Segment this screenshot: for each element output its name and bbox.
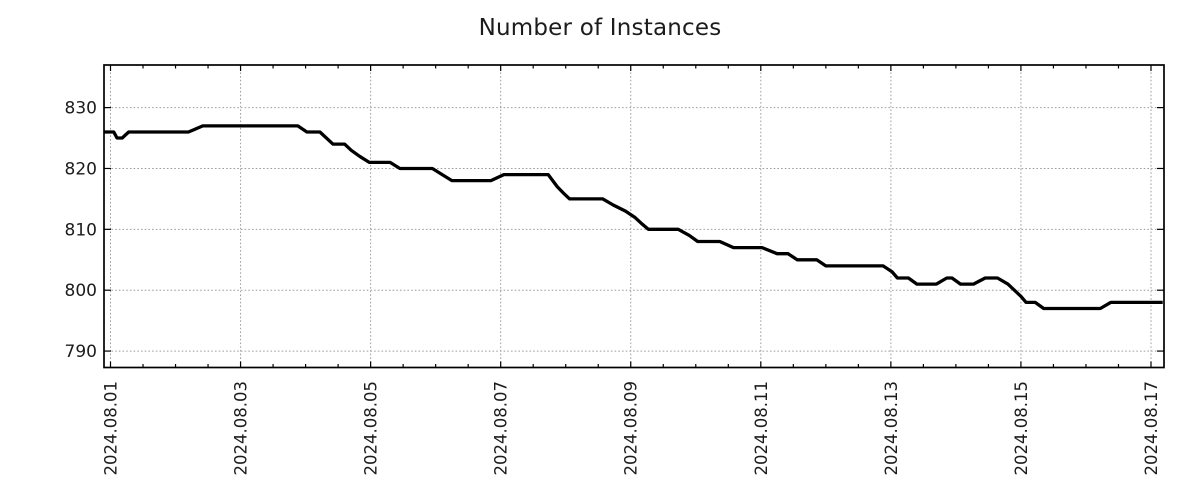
x-tick-label: 2024.08.07 [492, 381, 511, 475]
y-tick-label: 830 [65, 99, 97, 119]
x-tick-label: 2024.08.09 [622, 381, 641, 475]
chart-title: Number of Instances [478, 15, 722, 41]
x-tick-label: 2024.08.13 [882, 381, 901, 475]
x-tick-label: 2024.08.01 [102, 381, 121, 475]
y-tick-label: 790 [65, 342, 97, 362]
x-tick-label: 2024.08.05 [362, 381, 381, 475]
y-tick-label: 800 [65, 281, 97, 301]
x-tick-label: 2024.08.17 [1142, 381, 1161, 475]
y-tick-label: 820 [65, 159, 97, 179]
x-tick-label: 2024.08.03 [232, 381, 251, 475]
x-tick-label: 2024.08.11 [752, 381, 771, 475]
y-tick-label: 810 [65, 220, 97, 240]
x-tick-label: 2024.08.15 [1012, 381, 1031, 475]
plot-border [103, 64, 1165, 369]
instances-line [104, 124, 1163, 311]
